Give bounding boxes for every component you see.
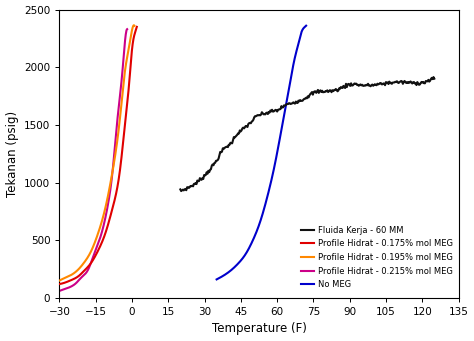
Y-axis label: Tekanan (psig): Tekanan (psig) [6,110,18,197]
X-axis label: Temperature (F): Temperature (F) [211,323,306,336]
Legend: Fluida Kerja - 60 MM, Profile Hidrat - 0.175% mol MEG, Profile Hidrat - 0.195% m: Fluida Kerja - 60 MM, Profile Hidrat - 0… [300,224,455,291]
